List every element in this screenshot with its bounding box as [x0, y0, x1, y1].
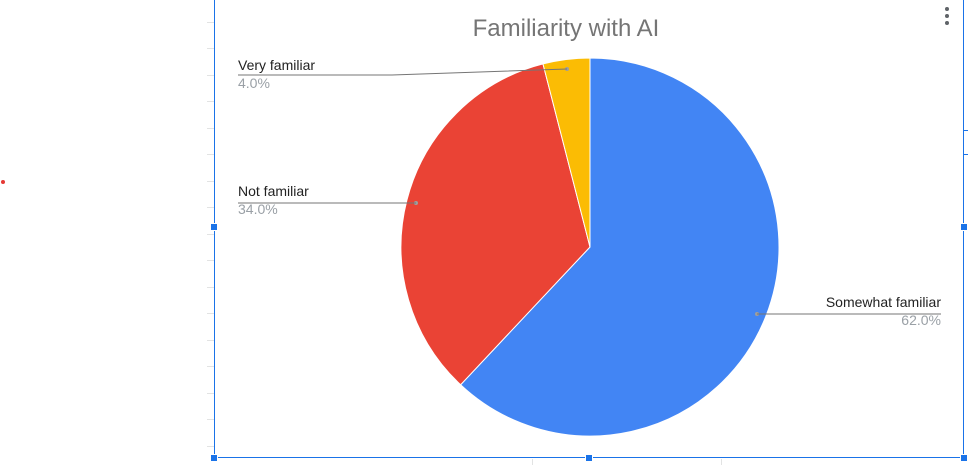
grid-row-line: [207, 260, 215, 261]
grid-col-line: [721, 459, 722, 465]
menu-dot: [945, 14, 949, 18]
grid-row-line: [207, 75, 215, 76]
menu-dot: [945, 21, 949, 25]
grid-row-line: [207, 366, 215, 367]
cell-marker-dot: [1, 180, 5, 184]
leader-line: [238, 68, 568, 76]
grid-row-line: [207, 287, 215, 288]
slice-value-label: 4.0%: [238, 75, 270, 91]
grid-row-line: [964, 130, 968, 131]
resize-handle-bottom-right[interactable]: [960, 454, 968, 462]
grid-row-line: [207, 101, 215, 102]
pie-slice-not-familiar[interactable]: [400, 63, 591, 386]
grid-col-line: [532, 459, 533, 465]
grid-row-line: [207, 181, 215, 182]
grid-row-line: [207, 128, 215, 129]
grid-row-line: [207, 393, 215, 394]
grid-row-line: [207, 48, 215, 49]
pie-slice-somewhat-familiar[interactable]: [459, 57, 780, 437]
slice-value-label: 34.0%: [238, 201, 278, 217]
slice-label: Not familiar: [238, 183, 309, 199]
grid-row-line: [207, 154, 215, 155]
resize-handle-right[interactable]: [960, 223, 968, 231]
slice-label: Very familiar: [238, 57, 315, 73]
grid-row-line: [207, 234, 215, 235]
resize-handle-bottom-left[interactable]: [210, 454, 218, 462]
slice-label: Somewhat familiar: [826, 294, 941, 310]
grid-row-line: [207, 313, 215, 314]
resize-handle-bottom[interactable]: [585, 454, 593, 462]
grid-row-line: [207, 22, 215, 23]
chart-title: Familiarity with AI: [473, 15, 660, 42]
more-vert-icon[interactable]: [938, 4, 956, 28]
grid-row-line: [964, 154, 968, 155]
menu-dot: [945, 7, 949, 11]
grid-row-line: [207, 446, 215, 447]
grid-row-line: [207, 340, 215, 341]
pie-slice-very-familiar[interactable]: [542, 57, 591, 248]
resize-handle-left[interactable]: [210, 223, 218, 231]
slice-value-label: 62.0%: [901, 312, 941, 328]
grid-row-line: [207, 207, 215, 208]
grid-row-line: [207, 419, 215, 420]
